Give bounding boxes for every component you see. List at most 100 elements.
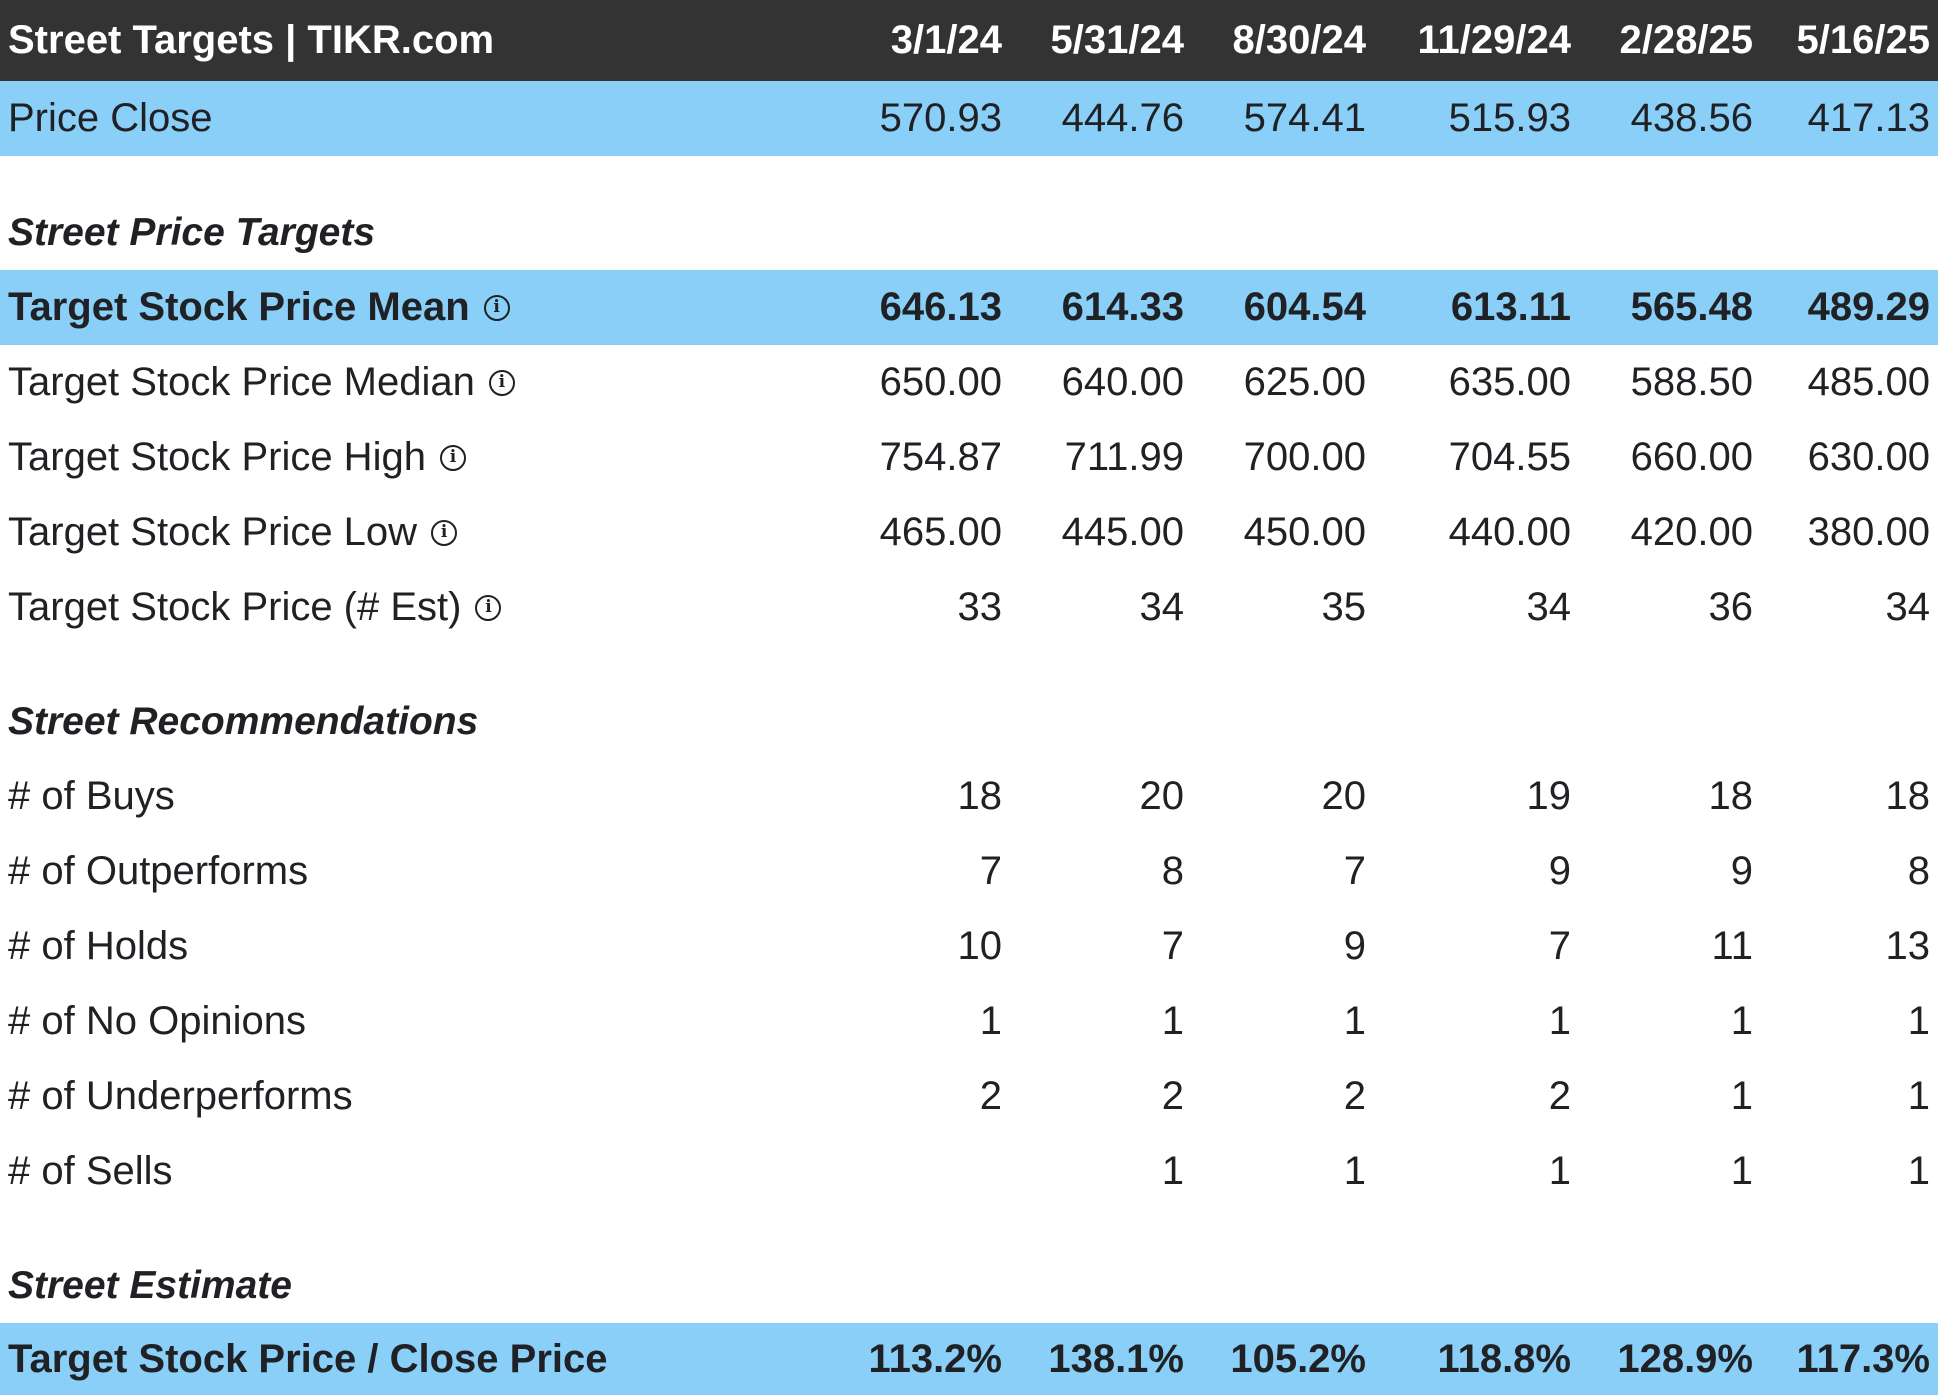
row-label: # of No Opinions — [8, 999, 306, 1043]
table-cell: 9 — [1548, 849, 1571, 893]
table-cell: 9 — [1343, 924, 1366, 968]
table-cell: 8 — [1907, 849, 1930, 893]
table-cell: 640.00 — [1061, 360, 1184, 404]
table-cell: 711.99 — [1064, 435, 1184, 479]
date-column-header: 5/31/24 — [1050, 18, 1184, 62]
section-heading-price-targets: Street Price Targets — [0, 195, 1938, 270]
table-cell: 420.00 — [1630, 510, 1753, 554]
table-cell: 2 — [1548, 1074, 1571, 1118]
table-cell: 18 — [1708, 774, 1754, 818]
section-heading-estimate: Street Estimate — [0, 1248, 1938, 1323]
table-cell: 117.3% — [1796, 1336, 1930, 1381]
table-cell: 417.13 — [1807, 96, 1930, 140]
row-label: # of Underperforms — [8, 1074, 353, 1118]
table-cell: 2 — [1161, 1074, 1184, 1118]
row-label: # of Outperforms — [8, 849, 309, 893]
table-row-holds: # of Holds 10 7 9 7 11 13 — [0, 909, 1938, 984]
table-cell: 34 — [1526, 585, 1572, 629]
row-label: Target Stock Price (# Est) i — [8, 570, 502, 645]
row-label: Price Close — [8, 96, 213, 140]
table-cell: 650.00 — [879, 360, 1002, 404]
table-cell: 2 — [979, 1074, 1002, 1118]
table-cell: 700.00 — [1243, 435, 1366, 479]
table-cell: 1 — [1907, 1149, 1930, 1193]
table-cell: 445.00 — [1061, 510, 1184, 554]
table-cell: 625.00 — [1243, 360, 1366, 404]
table-cell: 604.54 — [1243, 285, 1366, 329]
table-cell: 1 — [1343, 999, 1366, 1043]
table-cell: 444.76 — [1061, 96, 1184, 140]
table-cell: 1 — [1730, 1074, 1753, 1118]
table-cell: 18 — [957, 774, 1003, 818]
table-cell: 13 — [1885, 924, 1931, 968]
table-cell: 8 — [1161, 849, 1184, 893]
row-label-text: Target Stock Price Median — [8, 360, 475, 404]
table-cell: 36 — [1708, 585, 1754, 629]
table-cell: 2 — [1343, 1074, 1366, 1118]
table-cell: 34 — [1885, 585, 1931, 629]
table-cell: 465.00 — [879, 510, 1002, 554]
table-cell: 1 — [1730, 1149, 1753, 1193]
table-cell: 515.93 — [1448, 96, 1571, 140]
table-cell: 380.00 — [1807, 510, 1930, 554]
table-row-target-low: Target Stock Price Low i 465.00 445.00 4… — [0, 495, 1938, 570]
date-column-header: 2/28/25 — [1619, 18, 1753, 62]
table-cell: 7 — [1161, 924, 1184, 968]
info-icon[interactable]: i — [475, 594, 502, 621]
row-label: Target Stock Price Mean i — [8, 270, 510, 345]
table-cell: 613.11 — [1450, 285, 1571, 329]
table-row-no-opinions: # of No Opinions 1 1 1 1 1 1 — [0, 984, 1938, 1059]
table-cell: 1 — [1730, 999, 1753, 1043]
table-cell: 20 — [1321, 774, 1367, 818]
table-cell: 138.1% — [1048, 1336, 1184, 1381]
table-cell: 105.2% — [1230, 1336, 1366, 1381]
table-cell: 7 — [1548, 924, 1571, 968]
table-cell: 1 — [1907, 1074, 1930, 1118]
table-cell: 588.50 — [1630, 360, 1753, 404]
table-row-target-est: Target Stock Price (# Est) i 33 34 35 34… — [0, 570, 1938, 645]
table-cell: 614.33 — [1061, 285, 1184, 329]
section-heading-recommendations: Street Recommendations — [0, 684, 1938, 759]
info-icon[interactable]: i — [439, 444, 466, 471]
info-icon[interactable]: i — [483, 294, 510, 321]
table-cell: 440.00 — [1448, 510, 1571, 554]
row-label-text: Target Stock Price Mean — [8, 285, 470, 329]
section-title: Street Recommendations — [8, 699, 479, 743]
table-row-target-mean: Target Stock Price Mean i 646.13 614.33 … — [0, 270, 1938, 345]
table-title: Street Targets | TIKR.com — [8, 18, 495, 62]
table-cell: 485.00 — [1807, 360, 1930, 404]
table-cell: 35 — [1321, 585, 1367, 629]
table-cell: 1 — [1548, 1149, 1571, 1193]
table-cell: 1 — [1548, 999, 1571, 1043]
table-cell: 9 — [1730, 849, 1753, 893]
table-row-outperforms: # of Outperforms 7 8 7 9 9 8 — [0, 834, 1938, 909]
table-cell: 113.2% — [868, 1336, 1002, 1381]
table-cell: 18 — [1885, 774, 1931, 818]
info-icon[interactable]: i — [488, 369, 515, 396]
table-cell: 20 — [1139, 774, 1185, 818]
date-column-header: 8/30/24 — [1232, 18, 1366, 62]
table-cell: 1 — [1343, 1149, 1366, 1193]
table-row-underperforms: # of Underperforms 2 2 2 2 1 1 — [0, 1059, 1938, 1134]
table-cell: 33 — [957, 585, 1003, 629]
row-label-text: Target Stock Price High — [8, 435, 426, 479]
table-cell: 1 — [979, 999, 1002, 1043]
row-label-text: Target Stock Price (# Est) — [8, 585, 462, 629]
row-label-text: Target Stock Price Low — [8, 510, 418, 554]
table-cell: 1 — [1161, 1149, 1184, 1193]
table-cell: 704.55 — [1448, 435, 1571, 479]
row-label: # of Buys — [8, 774, 175, 818]
table-cell: 635.00 — [1448, 360, 1571, 404]
table-cell: 754.87 — [879, 435, 1002, 479]
table-cell: 450.00 — [1243, 510, 1366, 554]
table-cell: 646.13 — [879, 285, 1002, 329]
info-icon[interactable]: i — [431, 519, 458, 546]
table-cell: 34 — [1139, 585, 1185, 629]
table-row-target-median: Target Stock Price Median i 650.00 640.0… — [0, 345, 1938, 420]
table-cell: 128.9% — [1617, 1336, 1753, 1381]
table-row-buys: # of Buys 18 20 20 19 18 18 — [0, 759, 1938, 834]
table-cell: 10 — [957, 924, 1003, 968]
table-cell: 489.29 — [1807, 285, 1930, 329]
table-cell: 438.56 — [1630, 96, 1753, 140]
